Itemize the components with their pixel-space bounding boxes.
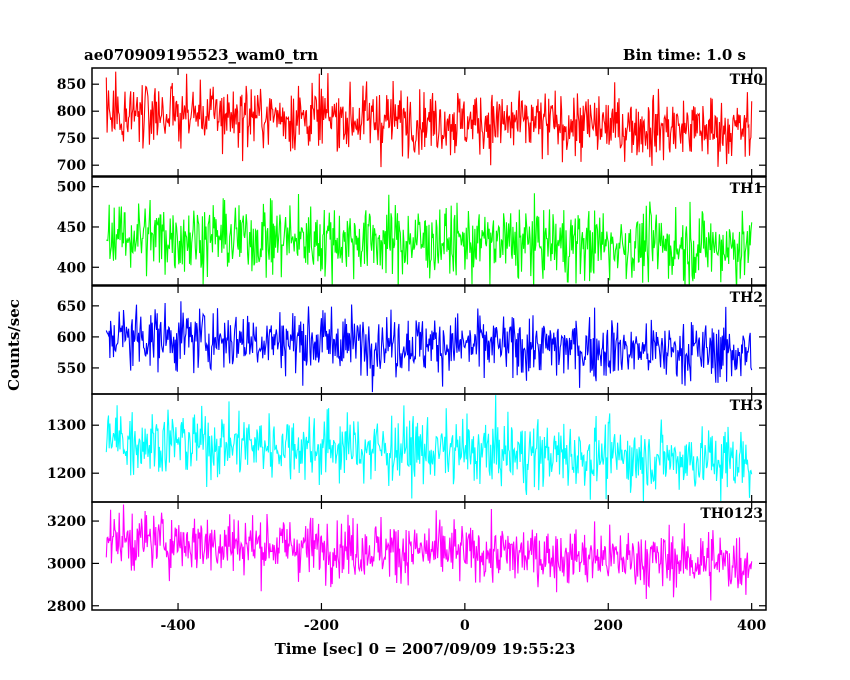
series-th1 (106, 193, 753, 285)
panel-th0123: 2800 3000 3200 TH0123 (47, 501, 767, 615)
series-th0 (105, 71, 753, 168)
y-tick-label: 550 (57, 361, 86, 377)
y-tick-label: 3200 (47, 514, 86, 530)
y-tick-label: 850 (57, 77, 86, 93)
y-tick-label: 600 (57, 330, 86, 346)
y-tick-label: 450 (57, 220, 86, 236)
y-tick-label: 750 (57, 131, 86, 147)
y-tick-label: 1200 (47, 466, 86, 482)
x-tick-label: 200 (594, 618, 623, 634)
panel-frame (91, 176, 767, 286)
band-label-th1: TH1 (730, 181, 763, 197)
y-tick-label: 700 (57, 158, 86, 174)
panel-frame (91, 501, 767, 611)
x-axis: -400 -200 0 200 400 (161, 618, 767, 634)
x-tick-label: -200 (304, 618, 339, 634)
band-label-th2: TH2 (730, 290, 763, 306)
y-tick-label: 3000 (47, 556, 86, 572)
panel-frame (91, 67, 767, 177)
panel-frame (91, 393, 767, 503)
series-th3 (105, 395, 753, 502)
y-tick-label: 1300 (47, 418, 86, 434)
y-tick-label: 400 (57, 260, 86, 276)
panel-th3: 1200 1300 TH3 (47, 393, 767, 503)
y-tick-label: 2800 (47, 599, 86, 615)
panel-th0: 700 750 800 850 TH0 (57, 67, 767, 177)
y-tick-label: 500 (57, 180, 86, 196)
band-label-th0: TH0 (730, 72, 764, 88)
y-tick-label: 650 (57, 299, 86, 315)
band-label-th3: TH3 (730, 398, 763, 414)
series-th0123 (105, 504, 753, 601)
chart-title: ae070909195523_wam0_trn (84, 46, 318, 64)
bin-time-label: Bin time: 1.0 s (623, 46, 746, 64)
x-tick-label: 0 (460, 618, 470, 634)
panels-group: 700 750 800 850 TH0 400 450 500 TH1 550 600 650 TH2 1… (47, 67, 767, 615)
x-tick-label: -400 (161, 618, 196, 634)
series-th2 (105, 301, 753, 393)
panel-th2: 550 600 650 TH2 (57, 285, 767, 395)
band-label-th0123: TH0123 (700, 506, 763, 522)
panel-th1: 400 450 500 TH1 (57, 176, 767, 286)
y-axis-label: Counts/sec (5, 299, 23, 391)
x-tick-label: 400 (737, 618, 766, 634)
x-axis-label: Time [sec] 0 = 2007/09/09 19:55:23 (275, 640, 576, 658)
y-tick-label: 800 (57, 104, 86, 120)
